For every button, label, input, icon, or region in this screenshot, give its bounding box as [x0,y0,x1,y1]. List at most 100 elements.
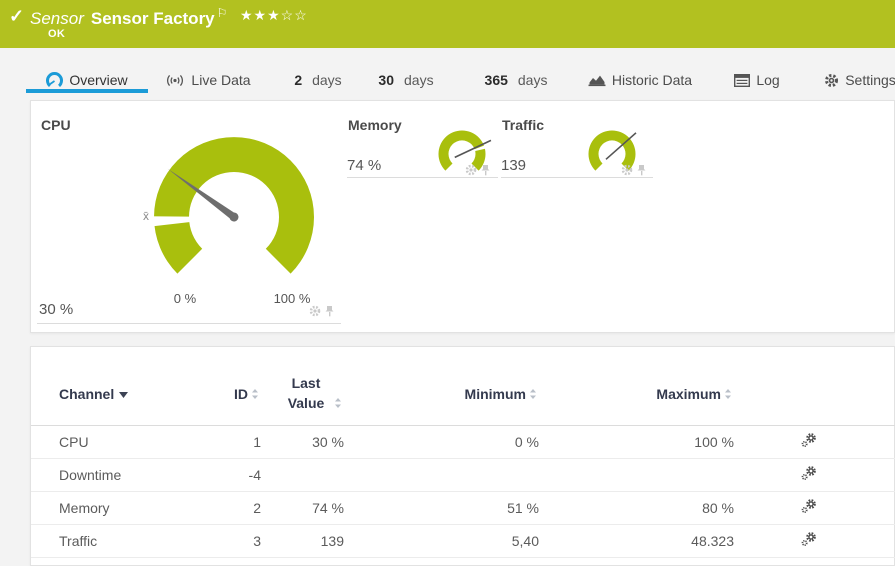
object-kind-label: Sensor [30,9,84,28]
area-chart-icon [588,75,606,87]
stars-filled: ★★★ [240,7,281,23]
table-row[interactable]: CPU 1 30 % 0 % 100 % [31,425,895,459]
cell-id: 3 [179,524,263,558]
column-label: Last Value [287,375,325,411]
traffic-gauge [588,130,637,171]
gear-icon[interactable] [465,164,477,176]
cell-last-value: 74 % [263,491,346,525]
cpu-gauge-mean-notch [146,216,234,227]
tab-overview[interactable]: Overview [26,48,148,100]
memory-cell-actions [465,164,491,176]
gear-icon[interactable] [621,164,633,176]
cell-id: -4 [179,458,263,492]
cell-maximum: 80 % [541,491,736,525]
tab-label: Overview [69,72,128,88]
memory-last-value: 74 % [347,157,382,174]
edit-channel-gears-icon[interactable] [801,432,817,448]
tab-live-data[interactable]: Live Data [158,48,258,100]
tab-number: 30 [378,72,394,88]
cell-minimum [346,458,541,492]
tab-unit: days [404,72,434,88]
tab-30-days[interactable]: 30 days [373,48,439,100]
channels-table: Channel ID Last Value Minimum Maximum [31,347,895,558]
edit-channel-gears-icon[interactable] [801,498,817,514]
cpu-gauge-mean-symbol: x̄ [143,209,149,223]
cpu-cell-actions [309,305,335,317]
gear-icon[interactable] [309,305,321,317]
tab-log[interactable]: Log [726,48,788,100]
sort-toggle-icon [252,388,258,399]
table-row[interactable]: Traffic 3 139 5,40 48.323 [31,524,895,558]
column-label: ID [234,385,248,402]
cell-minimum: 51 % [346,491,541,525]
column-label: Minimum [464,385,526,402]
memory-gauge [438,130,492,171]
gear-icon [825,73,839,87]
log-list-icon [734,73,751,87]
cell-channel[interactable]: CPU [31,425,179,459]
column-header-last-value[interactable]: Last Value [263,347,346,426]
table-row[interactable]: Memory 2 74 % 51 % 80 % [31,491,895,525]
channels-panel: Channel ID Last Value Minimum Maximum [30,346,895,566]
column-header-channel[interactable]: Channel [31,347,179,426]
tab-bar: Overview Live Data 2 days 30 days 365 da… [0,48,895,100]
sort-desc-icon [119,391,129,398]
pin-icon[interactable] [480,164,491,176]
column-header-actions [736,347,895,426]
column-header-minimum[interactable]: Minimum [346,347,541,426]
traffic-gauge-needle [605,132,637,160]
cell-minimum: 0 % [346,425,541,459]
cell-last-value: 30 % [263,425,346,459]
edit-channel-gears-icon[interactable] [801,465,817,481]
cell-last-value: 139 [263,524,346,558]
cell-channel[interactable]: Traffic [31,524,179,558]
traffic-last-value: 139 [501,157,527,174]
table-row[interactable]: Downtime -4 [31,458,895,492]
column-header-maximum[interactable]: Maximum [541,347,736,426]
column-label: Maximum [656,385,721,402]
cpu-gauge-max-tick: 100 % [273,291,311,306]
tab-settings[interactable]: Settings [820,48,895,100]
tab-unit: days [517,72,548,88]
gauges-panel: CPU x̄ 0 % 100 % 30 % Memory [30,100,895,333]
tab-historic-data[interactable]: Historic Data [583,48,697,100]
cpu-cell-divider [37,323,341,324]
cpu-gauge-needle [167,168,239,222]
cpu-gauge-min-tick: 0 % [173,291,197,306]
tab-number: 2 [294,72,303,88]
tab-label: Live Data [191,72,251,88]
live-broadcast-icon [167,74,184,86]
traffic-cell-actions [621,164,647,176]
cell-minimum: 5,40 [346,524,541,558]
tab-label: Log [756,72,780,88]
sensor-header-bar: ✓ Sensor Sensor Factory ⚐ ★★★☆☆ OK [0,0,895,48]
cpu-gauge [146,137,314,274]
gauge-icon [46,71,64,87]
sort-toggle-icon [530,388,536,399]
priority-stars[interactable]: ★★★☆☆ [240,7,308,24]
sensor-title-line: Sensor Sensor Factory ⚐ [30,6,227,29]
memory-gauge-title: Memory [348,117,402,133]
pin-icon[interactable] [636,164,647,176]
cpu-last-value: 30 % [39,301,74,318]
pin-icon[interactable] [324,305,335,317]
cell-maximum [541,458,736,492]
sort-toggle-icon [725,388,731,399]
cell-last-value [263,458,346,492]
edit-channel-gears-icon[interactable] [801,531,817,547]
column-label: Channel [59,385,115,402]
cpu-gauge-title: CPU [41,117,71,133]
memory-gauge-needle [454,139,492,159]
tab-2-days[interactable]: 2 days [285,48,351,100]
table-header-row: Channel ID Last Value Minimum Maximum [31,347,895,426]
cell-maximum: 48.323 [541,524,736,558]
column-header-id[interactable]: ID [179,347,263,426]
flag-icon[interactable]: ⚐ [216,6,228,20]
tab-365-days[interactable]: 365 days [478,48,554,100]
sensor-status-text: OK [48,28,66,40]
cell-channel[interactable]: Downtime [31,458,179,492]
tab-number: 365 [484,72,508,88]
tab-label: Settings [845,72,895,88]
cell-channel[interactable]: Memory [31,491,179,525]
